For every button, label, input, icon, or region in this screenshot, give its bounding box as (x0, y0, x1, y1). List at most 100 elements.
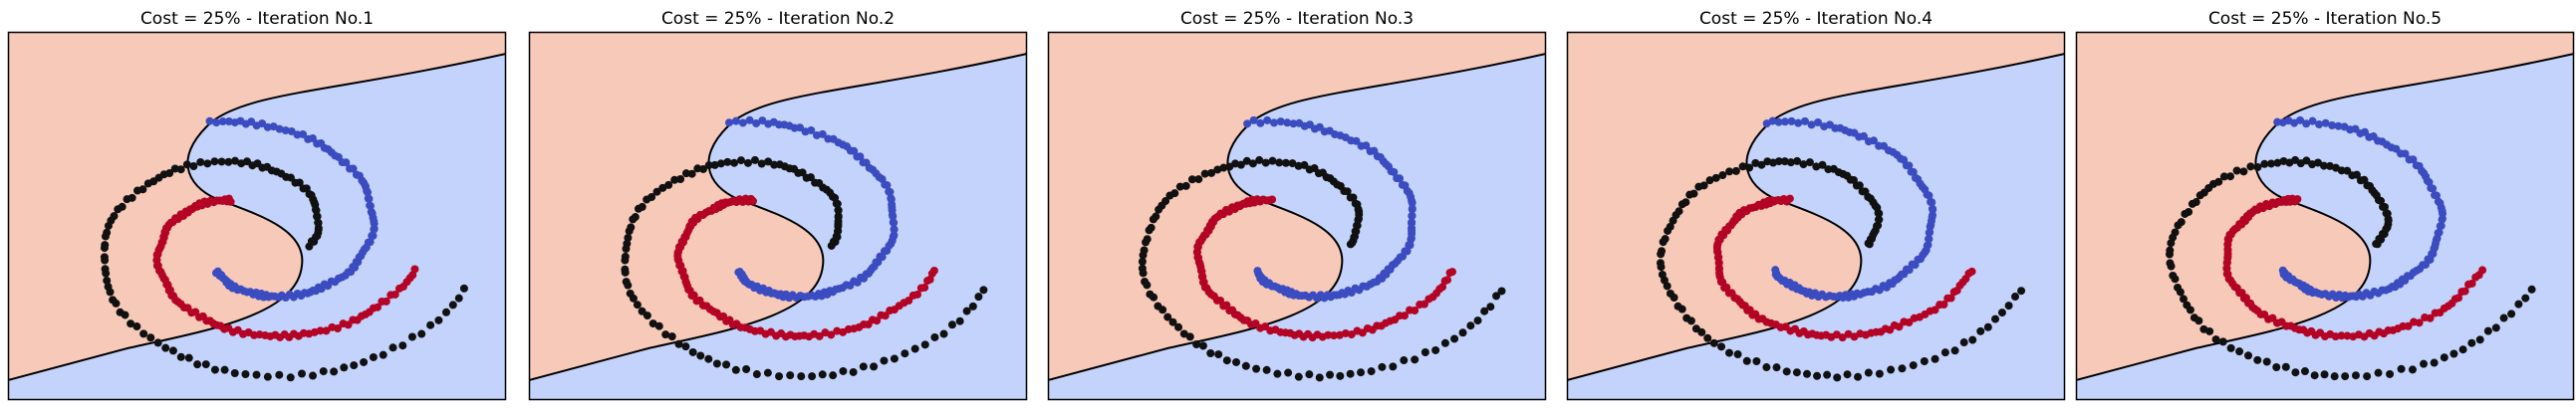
point-blue (366, 201, 375, 210)
point-blue (2328, 121, 2337, 130)
point-black (920, 340, 929, 349)
point-black (2374, 368, 2383, 377)
point-blue (2412, 161, 2421, 170)
point-black (210, 157, 219, 166)
point-black (1659, 238, 1668, 247)
point-black (263, 372, 272, 381)
point-black (2267, 159, 2276, 168)
point-black (176, 352, 185, 361)
point-black (170, 164, 179, 173)
point-black (1805, 158, 1814, 167)
point-black (127, 319, 135, 328)
point-black (1858, 187, 1867, 196)
point-black (2319, 161, 2328, 170)
series-red (1192, 195, 1457, 342)
point-black (1920, 357, 1929, 366)
point-blue (1408, 218, 1417, 227)
point-blue (1393, 174, 1402, 183)
point-black (1854, 372, 1863, 381)
point-black (633, 301, 642, 310)
point-red (913, 290, 922, 299)
point-blue (745, 115, 754, 124)
point-black (298, 369, 307, 378)
point-black (2253, 162, 2262, 171)
point-black (1799, 160, 1808, 169)
point-black (1703, 333, 1712, 342)
point-black (1179, 329, 1188, 338)
point-black (1346, 193, 1355, 202)
point-black (2179, 295, 2188, 304)
point-black (1664, 226, 1673, 235)
point-black (1887, 365, 1896, 374)
point-black (104, 221, 113, 230)
point-black (1709, 338, 1718, 347)
point-blue (1929, 211, 1937, 220)
point-black (1813, 371, 1822, 380)
point-black (330, 367, 339, 376)
point-blue (1269, 118, 1278, 127)
point-black (775, 372, 784, 381)
point-red (881, 311, 890, 320)
point-black (710, 160, 719, 169)
point-black (1143, 281, 1152, 290)
point-black (1959, 338, 1968, 347)
point-black (621, 256, 630, 265)
point-black (1275, 158, 1284, 167)
axes-frame (1566, 31, 2066, 401)
point-red (382, 297, 390, 306)
point-black (1909, 361, 1918, 370)
point-black (763, 368, 772, 377)
decision-region-red (529, 32, 1027, 380)
panel-title-4: Cost = 25% - Iteration No.4 (1699, 9, 1932, 29)
point-black (2219, 172, 2228, 181)
point-black (979, 286, 988, 295)
point-black (1213, 165, 1222, 174)
point-black (102, 269, 111, 278)
point-black (786, 371, 795, 380)
point-black (757, 159, 766, 168)
point-black (2363, 372, 2372, 381)
point-black (1174, 322, 1183, 331)
point-red (2222, 264, 2231, 273)
point-black (1378, 362, 1387, 371)
point-black (2308, 160, 2317, 169)
point-black (2356, 176, 2365, 185)
point-black (1192, 339, 1201, 348)
point-black (1717, 342, 1726, 351)
point-black (2279, 156, 2288, 165)
point-blue (738, 118, 747, 127)
point-blue (2308, 116, 2317, 125)
point-black (2507, 310, 2516, 318)
point-black (834, 212, 843, 221)
point-black (230, 369, 239, 378)
point-black (890, 354, 899, 363)
point-black (103, 276, 112, 285)
point-black (661, 330, 670, 339)
point-blue (2334, 121, 2343, 130)
point-black (2475, 335, 2484, 344)
point-black (220, 365, 229, 374)
point-black (1685, 190, 1694, 199)
point-black (1411, 355, 1419, 364)
point-red (410, 265, 419, 274)
point-blue (281, 126, 290, 135)
point-black (1780, 157, 1789, 166)
point-black (802, 173, 811, 182)
point-blue (2431, 191, 2440, 200)
point-red (2467, 279, 2476, 288)
point-black (299, 184, 308, 193)
point-black (658, 183, 667, 192)
point-black (1669, 216, 1677, 225)
point-red (1411, 307, 1419, 315)
plot-area-3 (1048, 32, 1546, 400)
point-black (2440, 353, 2448, 362)
point-black (624, 281, 633, 290)
point-black (426, 320, 435, 329)
point-black (2167, 262, 2176, 271)
plot-area-1 (8, 32, 506, 400)
point-black (849, 367, 858, 376)
point-blue (218, 117, 227, 126)
point-black (2330, 372, 2339, 381)
point-black (910, 344, 919, 353)
